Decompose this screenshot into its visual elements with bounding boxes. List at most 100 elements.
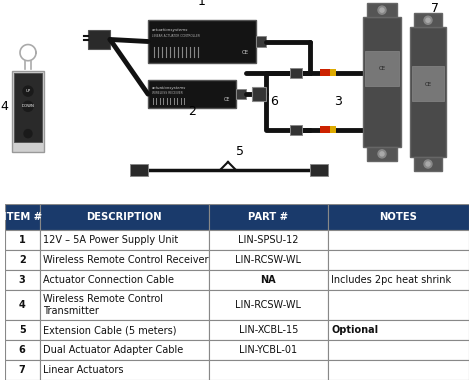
Bar xyxy=(236,89,246,99)
Bar xyxy=(252,87,266,101)
Bar xyxy=(88,31,110,49)
Text: actuationsystems: actuationsystems xyxy=(152,86,186,90)
Bar xyxy=(5,270,39,290)
Bar xyxy=(5,340,39,360)
Circle shape xyxy=(424,160,432,168)
Bar xyxy=(290,125,302,134)
Bar xyxy=(5,250,39,270)
Text: Actuator Connection Cable: Actuator Connection Cable xyxy=(43,275,174,285)
Bar xyxy=(328,320,469,340)
Bar xyxy=(39,340,209,360)
Text: NOTES: NOTES xyxy=(380,212,418,222)
Text: Optional: Optional xyxy=(331,325,378,335)
Bar xyxy=(328,250,469,270)
Bar xyxy=(5,204,39,230)
Text: LIN-RCSW-WL: LIN-RCSW-WL xyxy=(236,300,301,310)
Text: Wireless Remote Control
Transmitter: Wireless Remote Control Transmitter xyxy=(43,295,164,316)
Text: 3: 3 xyxy=(19,275,26,285)
Text: 4: 4 xyxy=(19,300,26,310)
Bar xyxy=(209,230,328,250)
Text: LIN-XCBL-15: LIN-XCBL-15 xyxy=(239,325,298,335)
Bar xyxy=(328,204,469,230)
Text: WIRELESS RECEIVER: WIRELESS RECEIVER xyxy=(152,91,183,95)
Bar xyxy=(130,164,148,176)
Bar xyxy=(367,3,397,17)
Bar xyxy=(290,68,302,78)
Text: PART #: PART # xyxy=(248,212,288,222)
Bar xyxy=(39,290,209,320)
Text: CE: CE xyxy=(424,81,431,86)
Circle shape xyxy=(424,16,432,24)
Text: Linear Actuators: Linear Actuators xyxy=(43,365,124,375)
Bar xyxy=(328,230,469,250)
Text: 1: 1 xyxy=(19,235,26,245)
Bar xyxy=(39,230,209,250)
Bar xyxy=(412,66,444,101)
Text: 7: 7 xyxy=(431,2,439,15)
Text: LIN-RCSW-WL: LIN-RCSW-WL xyxy=(236,255,301,265)
Bar xyxy=(209,204,328,230)
Bar xyxy=(39,360,209,380)
Circle shape xyxy=(426,18,430,22)
Text: UP: UP xyxy=(26,89,31,93)
Bar xyxy=(209,360,328,380)
Bar xyxy=(148,20,256,63)
Circle shape xyxy=(23,101,33,112)
Text: CE: CE xyxy=(242,50,249,55)
Bar xyxy=(310,164,328,176)
Bar xyxy=(410,28,446,157)
Text: Includes 2pc heat shrink: Includes 2pc heat shrink xyxy=(331,275,451,285)
Bar xyxy=(5,230,39,250)
Text: CE: CE xyxy=(378,66,385,71)
Bar xyxy=(256,36,266,47)
Text: Extension Cable (5 meters): Extension Cable (5 meters) xyxy=(43,325,177,335)
Text: LINEAR ACTUATOR CONTROLLER: LINEAR ACTUATOR CONTROLLER xyxy=(152,34,200,39)
Text: DESCRIPTION: DESCRIPTION xyxy=(87,212,162,222)
Bar xyxy=(330,126,336,133)
Text: 2: 2 xyxy=(188,105,196,118)
Bar xyxy=(39,204,209,230)
Bar xyxy=(39,270,209,290)
Bar xyxy=(5,290,39,320)
Bar xyxy=(320,126,330,133)
Text: 1: 1 xyxy=(198,0,206,8)
Bar xyxy=(148,80,236,108)
Bar xyxy=(367,147,397,161)
Text: 12V – 5A Power Supply Unit: 12V – 5A Power Supply Unit xyxy=(43,235,179,245)
Bar xyxy=(209,270,328,290)
Circle shape xyxy=(378,150,386,158)
Text: 2: 2 xyxy=(19,255,26,265)
Bar xyxy=(414,157,442,171)
Text: 5: 5 xyxy=(236,145,244,158)
Text: 6: 6 xyxy=(19,345,26,355)
Bar xyxy=(5,360,39,380)
Bar xyxy=(328,360,469,380)
Text: LIN-SPSU-12: LIN-SPSU-12 xyxy=(238,235,299,245)
Bar xyxy=(209,320,328,340)
Text: CE: CE xyxy=(224,97,230,102)
Bar xyxy=(209,290,328,320)
Text: LIN-YCBL-01: LIN-YCBL-01 xyxy=(239,345,297,355)
Text: 7: 7 xyxy=(19,365,26,375)
Text: ITEM #: ITEM # xyxy=(3,212,42,222)
Circle shape xyxy=(426,162,430,166)
Bar xyxy=(39,320,209,340)
Text: 4: 4 xyxy=(0,100,8,113)
Circle shape xyxy=(378,6,386,14)
Bar xyxy=(209,250,328,270)
Text: DOWN: DOWN xyxy=(21,104,35,108)
Bar xyxy=(330,70,336,76)
Circle shape xyxy=(380,152,384,156)
Text: 5: 5 xyxy=(19,325,26,335)
Bar xyxy=(209,340,328,360)
Text: actuationsystems: actuationsystems xyxy=(152,28,188,32)
Bar xyxy=(328,340,469,360)
Bar xyxy=(328,290,469,320)
Text: Dual Actuator Adapter Cable: Dual Actuator Adapter Cable xyxy=(43,345,183,355)
Bar xyxy=(39,250,209,270)
Bar xyxy=(320,70,330,76)
Text: 3: 3 xyxy=(334,95,342,108)
Circle shape xyxy=(23,86,33,96)
Bar xyxy=(363,17,401,147)
Bar xyxy=(328,270,469,290)
